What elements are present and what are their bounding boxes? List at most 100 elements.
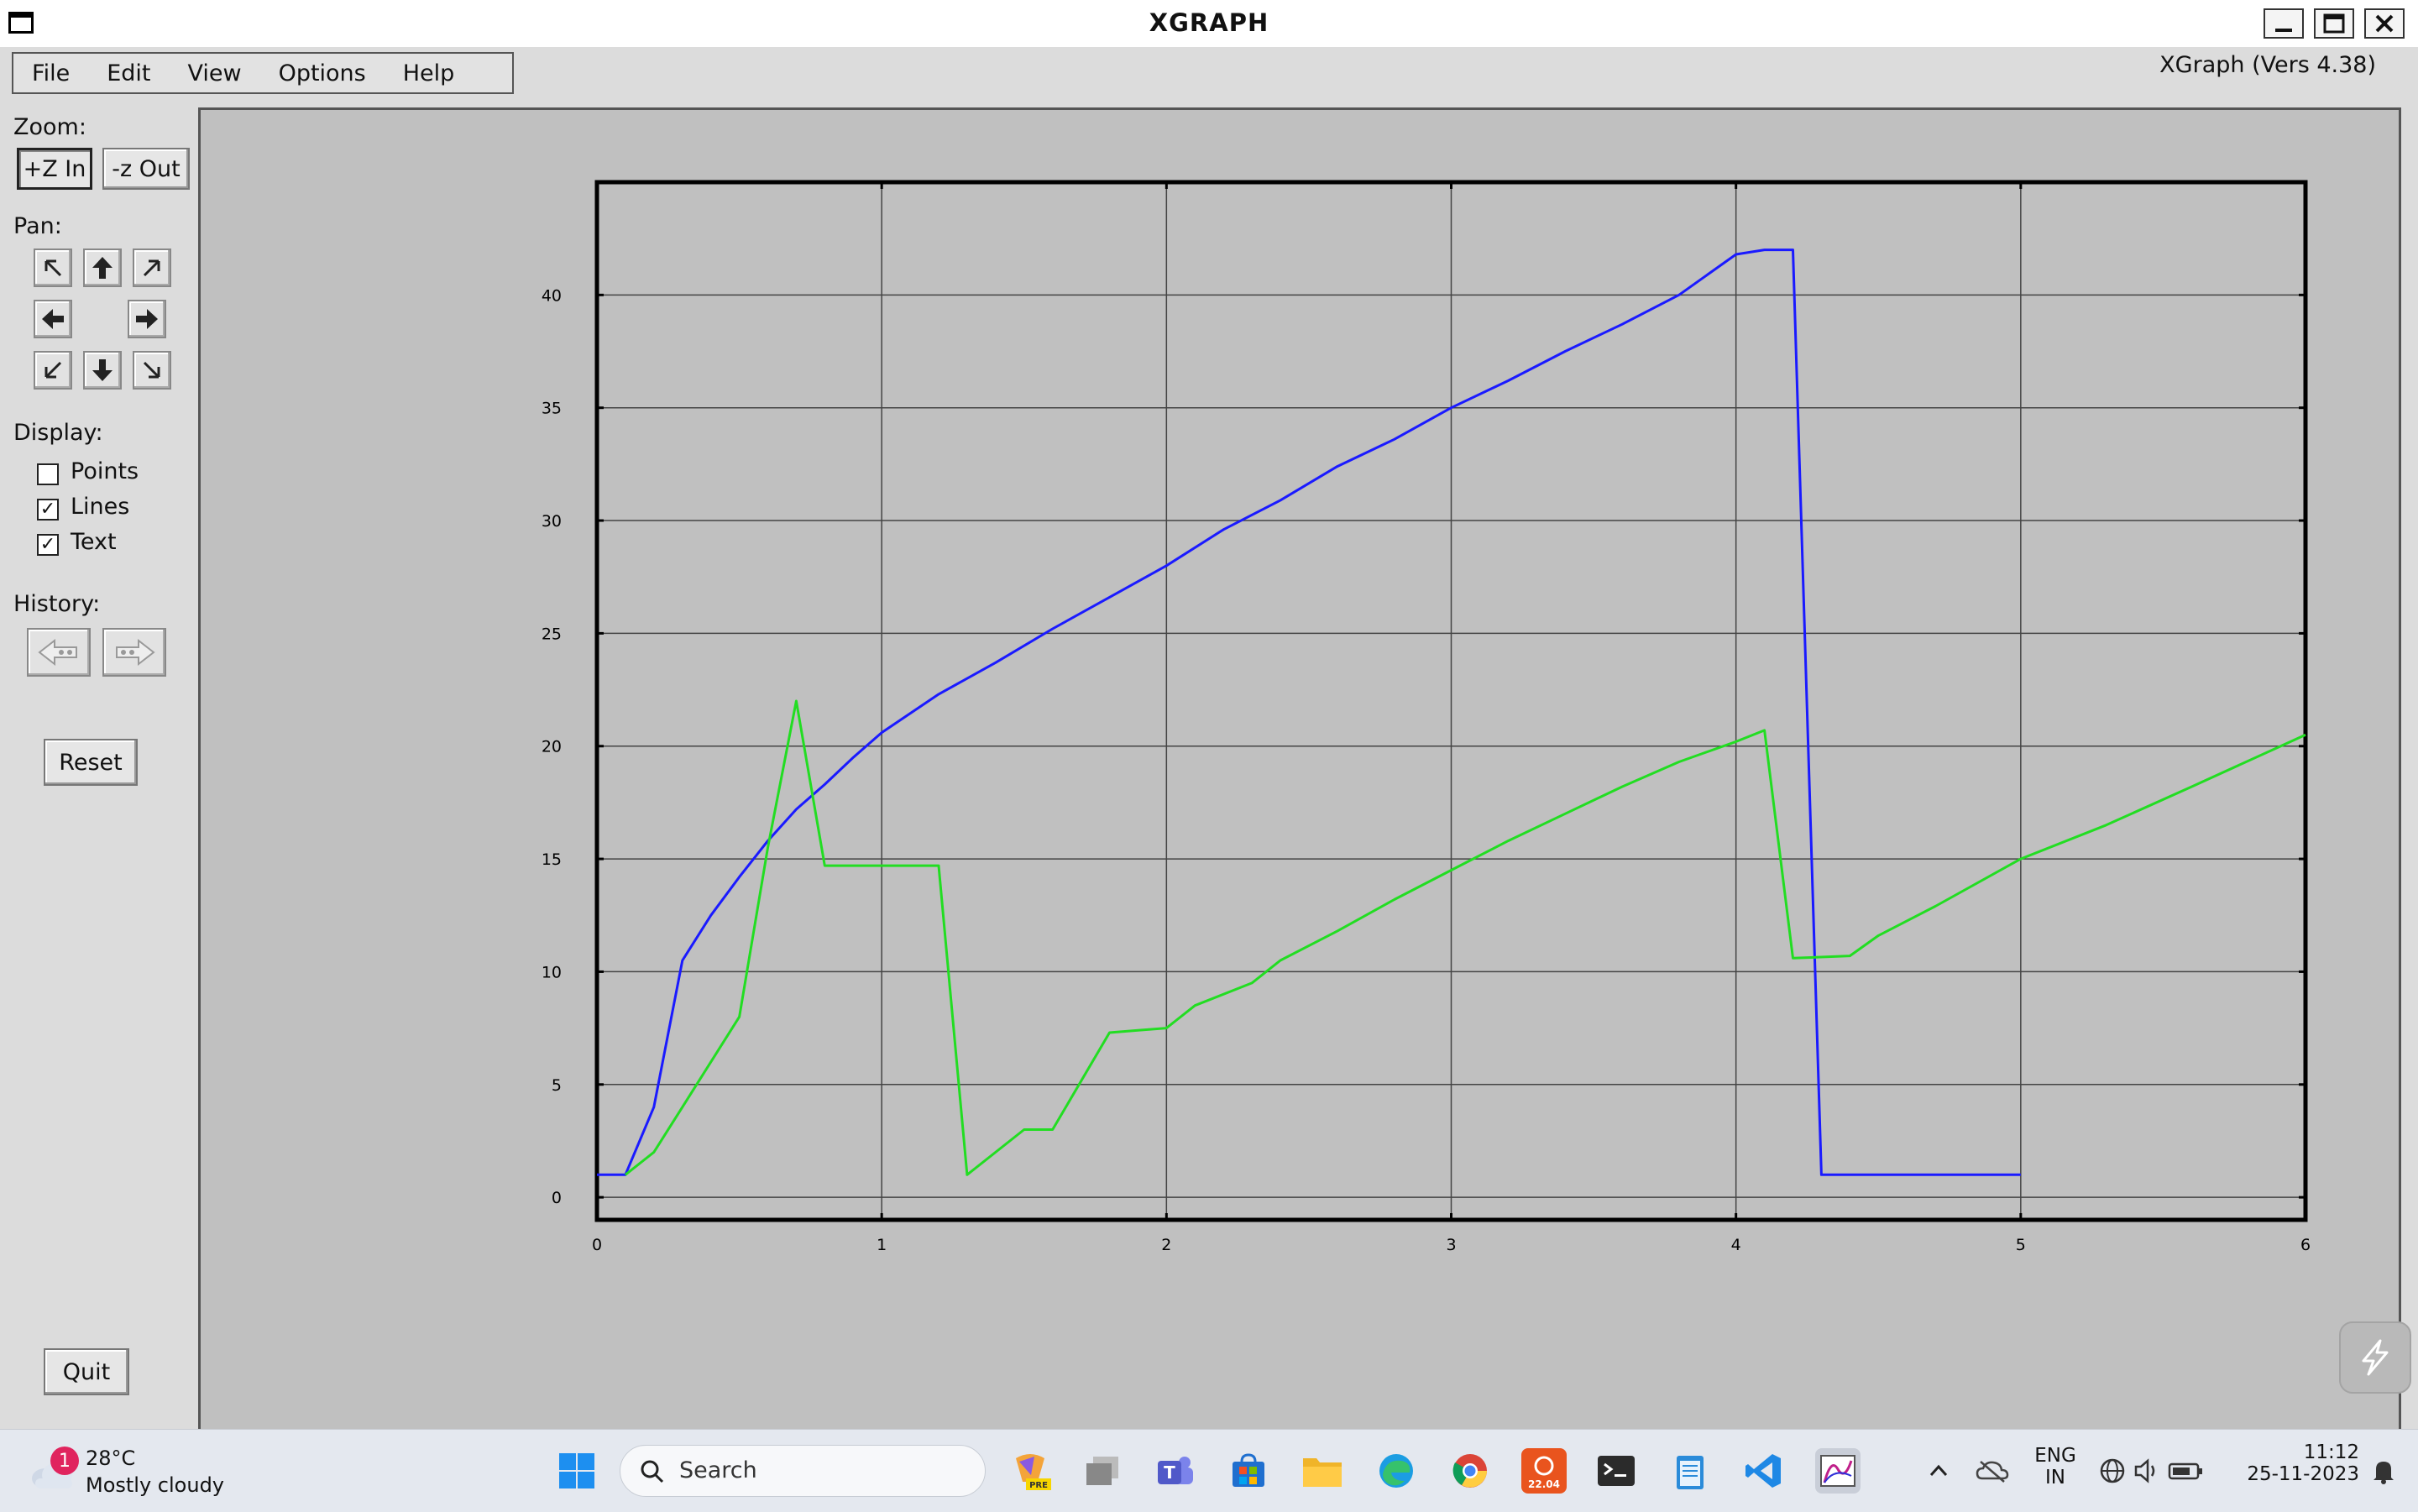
chrome-icon: [1452, 1454, 1487, 1488]
display-label: Display:: [13, 420, 103, 446]
plot-frame-border: [594, 180, 2308, 1222]
notifications-button[interactable]: [2364, 1448, 2403, 1494]
show-hidden-icons[interactable]: [1916, 1448, 1961, 1494]
task-view-app[interactable]: [1080, 1448, 1125, 1494]
microsoft-store-app[interactable]: [1226, 1448, 1271, 1494]
arrow-left-icon: [42, 309, 64, 329]
arrow-up-left-icon: [44, 259, 62, 277]
chevron-up-icon: [1929, 1464, 1948, 1477]
menu-file[interactable]: File: [32, 60, 71, 86]
volume-icon: [2134, 1458, 2155, 1483]
xgraph-app[interactable]: [1815, 1448, 1861, 1494]
menu-bar: File Edit View Options Help: [12, 52, 514, 94]
y-tick-label: 25: [542, 625, 562, 643]
version-label: XGraph (Vers 4.38): [2159, 52, 2376, 78]
svg-text:T: T: [1164, 1462, 1175, 1483]
quit-button[interactable]: Quit: [44, 1348, 129, 1395]
close-icon: [2375, 14, 2394, 33]
vscode-app[interactable]: [1741, 1448, 1787, 1494]
start-button[interactable]: [554, 1448, 599, 1494]
clock-time: 11:12: [2303, 1441, 2359, 1463]
menu-edit[interactable]: Edit: [107, 60, 151, 86]
pan-down-button[interactable]: [83, 351, 122, 390]
menu-help[interactable]: Help: [402, 60, 455, 86]
weather-condition: Mostly cloudy: [86, 1473, 224, 1497]
store-icon: [1233, 1453, 1264, 1487]
window-title: XGRAPH: [1149, 8, 1269, 37]
windows-start-icon: [559, 1453, 594, 1488]
pan-right-button[interactable]: [128, 300, 166, 338]
battery-icon: [2168, 1462, 2202, 1480]
pan-up-right-button[interactable]: [133, 249, 171, 287]
quick-settings[interactable]: [2099, 1448, 2208, 1494]
x-tick-label: 4: [1731, 1236, 1741, 1254]
maximize-button[interactable]: [2314, 8, 2354, 39]
clock-date: 25-11-2023: [2247, 1463, 2359, 1485]
pan-up-left-button[interactable]: [34, 249, 72, 287]
terminal-icon: [1598, 1456, 1635, 1486]
plot-area[interactable]: 0 1 2 3 4 5 6 0 5 10 15 20 25 30 35 40: [198, 107, 2401, 1459]
search-label: Search: [679, 1457, 757, 1483]
menu-view[interactable]: View: [187, 60, 242, 86]
terminal-app[interactable]: [1594, 1448, 1639, 1494]
onedrive-status[interactable]: [1970, 1448, 2015, 1494]
pan-up-button[interactable]: [83, 249, 122, 287]
y-tick-label: 15: [542, 850, 562, 869]
arrow-up-right-icon: [143, 259, 160, 277]
notepad-app[interactable]: [1667, 1448, 1713, 1494]
copilot-preview-app[interactable]: PRE: [1008, 1448, 1053, 1494]
line-chart: 0 1 2 3 4 5 6 0 5 10 15 20 25 30 35 40: [542, 180, 2311, 1254]
points-checkbox[interactable]: [37, 463, 59, 485]
ubuntu-app[interactable]: 22.04: [1521, 1448, 1567, 1494]
edge-browser-app[interactable]: [1374, 1448, 1419, 1494]
arrow-right-icon: [136, 309, 158, 329]
file-explorer-app[interactable]: [1300, 1448, 1345, 1494]
lines-label: Lines: [71, 494, 130, 520]
zoom-label: Zoom:: [13, 114, 86, 140]
menu-options[interactable]: Options: [278, 60, 366, 86]
y-tick-label: 0: [552, 1189, 562, 1207]
history-forward-button[interactable]: [102, 628, 166, 677]
ubuntu-icon: 22.04: [1528, 1456, 1560, 1490]
pan-down-right-button[interactable]: [133, 351, 171, 390]
chrome-browser-app[interactable]: [1447, 1448, 1493, 1494]
window-app-icon[interactable]: [8, 12, 34, 34]
y-tick-label: 10: [542, 963, 562, 981]
minimize-button[interactable]: [2264, 8, 2304, 39]
history-back-icon: [38, 638, 77, 667]
pan-label: Pan:: [13, 213, 62, 239]
zoom-out-button[interactable]: -z Out: [102, 148, 190, 190]
lightning-icon: [2362, 1339, 2389, 1376]
pan-left-button[interactable]: [34, 300, 72, 338]
y-tick-label: 5: [552, 1076, 562, 1095]
zoom-in-button[interactable]: +Z In: [17, 148, 92, 190]
notepad-icon: [1677, 1456, 1704, 1489]
taskbar: 1 28°C Mostly cloudy Search PRE T: [0, 1429, 2418, 1512]
clock[interactable]: 11:12 25-11-2023: [2216, 1441, 2359, 1485]
x-tick-label: 0: [592, 1236, 602, 1254]
weather-widget[interactable]: 1 28°C Mostly cloudy: [25, 1440, 227, 1504]
floating-lightning-icon[interactable]: [2339, 1321, 2411, 1394]
text-checkbox[interactable]: ✓: [37, 534, 59, 556]
language-indicator[interactable]: ENG IN: [2028, 1445, 2082, 1488]
history-forward-icon: [116, 638, 155, 667]
weather-notification-badge: 1: [50, 1447, 79, 1475]
network-icon: [2100, 1458, 2125, 1483]
x-tick-label: 1: [877, 1236, 887, 1254]
minimize-icon: [2275, 29, 2292, 32]
x-tick-label: 2: [1161, 1236, 1171, 1254]
reset-button[interactable]: Reset: [44, 739, 138, 786]
arrow-down-icon: [92, 359, 113, 381]
task-view-icon: [1086, 1457, 1118, 1485]
copilot-icon: PRE: [1016, 1454, 1051, 1490]
arrow-up-icon: [92, 257, 113, 279]
lines-checkbox[interactable]: ✓: [37, 499, 59, 521]
y-tick-label: 35: [542, 400, 562, 418]
history-back-button[interactable]: [27, 628, 91, 677]
teams-app[interactable]: T: [1152, 1448, 1197, 1494]
taskbar-search[interactable]: Search: [620, 1445, 986, 1497]
pan-down-left-button[interactable]: [34, 351, 72, 390]
y-tick-label: 30: [542, 512, 562, 531]
cloud-offline-icon: [1976, 1461, 2009, 1483]
close-button[interactable]: [2364, 8, 2405, 39]
